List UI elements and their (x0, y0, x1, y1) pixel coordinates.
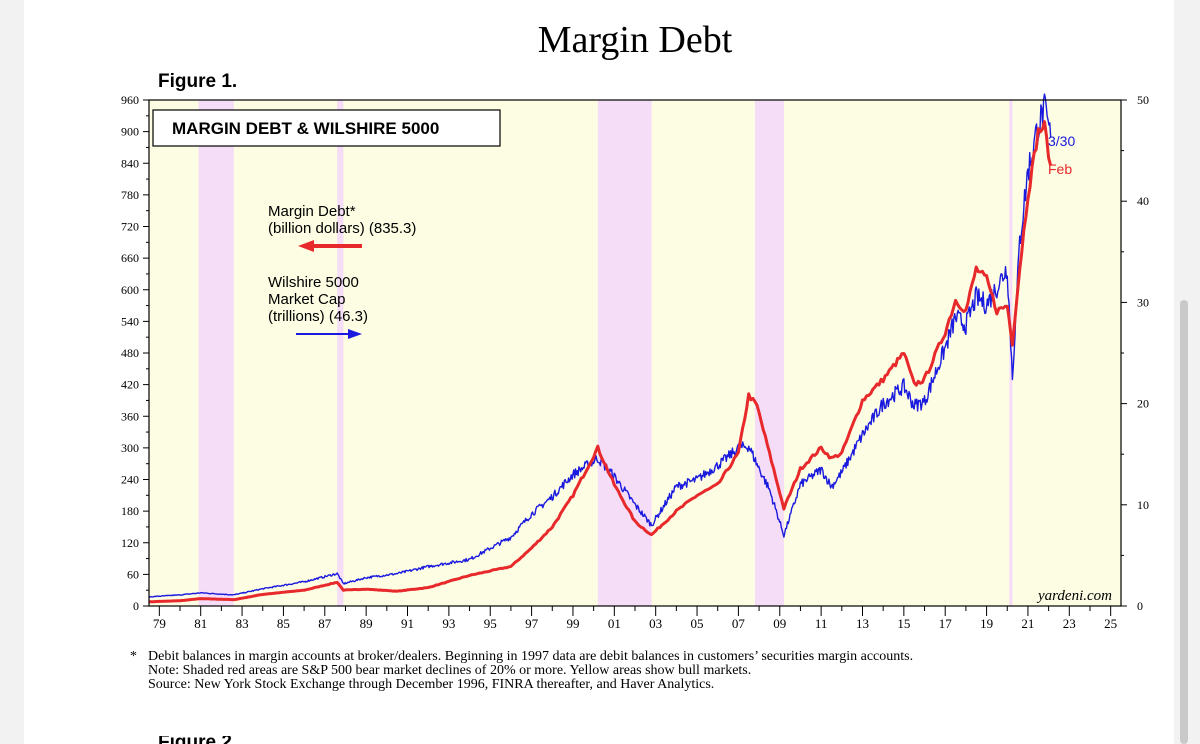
right-axis-tick-label: 0 (1137, 599, 1143, 613)
right-axis-tick-label: 10 (1137, 498, 1149, 512)
margin-legend-line2: (billion dollars) (835.3) (268, 220, 416, 237)
x-axis-tick-label: 19 (980, 616, 993, 631)
left-axis-tick-label: 540 (121, 314, 139, 328)
x-axis-tick-label: 01 (608, 616, 621, 631)
x-axis-tick-label: 11 (815, 616, 828, 631)
legend-box: MARGIN DEBT & WILSHIRE 5000 (152, 109, 501, 147)
x-axis-tick-label: 85 (277, 616, 290, 631)
wilshire-legend-line3: (trillions) (46.3) (268, 308, 368, 325)
x-axis-tick-label: 15 (897, 616, 910, 631)
left-axis-tick-label: 600 (121, 283, 139, 297)
left-axis-tick-label: 300 (121, 441, 139, 455)
legend-box-frame (152, 109, 501, 147)
left-axis-tick-label: 780 (121, 188, 139, 202)
left-axis-tick-label: 480 (121, 346, 139, 360)
bear-market-band (597, 100, 652, 606)
wilshire-end-label: 3/30 (1048, 133, 1075, 149)
margin-legend: Margin Debt* (billion dollars) (835.3) (268, 203, 416, 252)
x-axis-tick-label: 87 (318, 616, 332, 631)
next-figure-label: Figure 2. (158, 736, 237, 744)
x-axis-tick-label: 23 (1063, 616, 1076, 631)
footnote-line-3: Source: New York Stock Exchange through … (148, 677, 715, 692)
left-axis-tick-label: 180 (121, 504, 139, 518)
left-axis-tick-label: 840 (121, 156, 139, 170)
right-axis-tick-label: 50 (1137, 93, 1149, 107)
x-axis-tick-label: 05 (691, 616, 704, 631)
scrollbar[interactable] (1180, 300, 1188, 744)
x-axis-tick-label: 81 (194, 616, 207, 631)
x-axis-tick-label: 13 (856, 616, 869, 631)
x-axis-tick-label: 03 (649, 616, 662, 631)
chart-title: Margin Debt (537, 19, 733, 61)
source-watermark: yardeni.com (1036, 588, 1112, 604)
left-axis-tick-label: 0 (133, 599, 139, 613)
x-axis-tick-label: 09 (773, 616, 786, 631)
wilshire-legend: Wilshire 5000 Market Cap (trillions) (46… (268, 274, 368, 339)
right-arrow-icon (348, 329, 362, 339)
x-axis-tick-label: 79 (153, 616, 166, 631)
bear-market-band (337, 100, 344, 606)
footnote-line-1: Debit balances in margin accounts at bro… (148, 649, 914, 664)
bear-market-band (754, 100, 784, 606)
x-axis-tick-label: 91 (401, 616, 414, 631)
left-axis-tick-label: 120 (121, 536, 139, 550)
x-axis-tick-label: 95 (484, 616, 497, 631)
bear-market-band (198, 100, 234, 606)
left-axis-tick-label: 420 (121, 378, 139, 392)
left-axis-tick-label: 720 (121, 220, 139, 234)
wilshire-legend-line1: Wilshire 5000 (268, 274, 359, 291)
x-axis-tick-label: 21 (1021, 616, 1034, 631)
left-axis-tick-label: 660 (121, 251, 139, 265)
x-axis-tick-label: 93 (442, 616, 455, 631)
margin-legend-line1: Margin Debt* (268, 203, 356, 220)
x-axis-tick-label: 07 (732, 616, 746, 631)
x-axis-tick-label: 99 (566, 616, 579, 631)
x-axis-tick-label: 83 (236, 616, 249, 631)
left-axis-tick-label: 60 (127, 567, 139, 581)
legend-box-title: MARGIN DEBT & WILSHIRE 5000 (172, 119, 439, 138)
footnote-line-2: Note: Shaded red areas are S&P 500 bear … (148, 663, 752, 678)
left-axis-tick-label: 360 (121, 409, 139, 423)
wilshire-series-line (148, 93, 1052, 598)
left-axis-tick-label: 960 (121, 93, 139, 107)
right-axis-tick-label: 40 (1137, 194, 1149, 208)
margin-debt-series-line (148, 120, 1053, 604)
left-axis-tick-label: 900 (121, 125, 139, 139)
x-axis-tick-label: 25 (1104, 616, 1117, 631)
x-axis-tick-label: 97 (525, 616, 539, 631)
x-axis-tick-label: 89 (360, 616, 373, 631)
footnote-star: * (130, 649, 137, 664)
wilshire-legend-line2: Market Cap (268, 291, 346, 308)
margin-end-label: Feb (1048, 161, 1072, 177)
x-axis-tick-label: 17 (939, 616, 953, 631)
left-axis-tick-label: 240 (121, 473, 139, 487)
right-axis-tick-label: 30 (1137, 295, 1149, 309)
right-axis-tick-label: 20 (1137, 397, 1149, 411)
footnote: * Debit balances in margin accounts at b… (120, 650, 913, 692)
left-arrow-icon (298, 240, 314, 252)
figure-label: Figure 1. (158, 71, 238, 92)
